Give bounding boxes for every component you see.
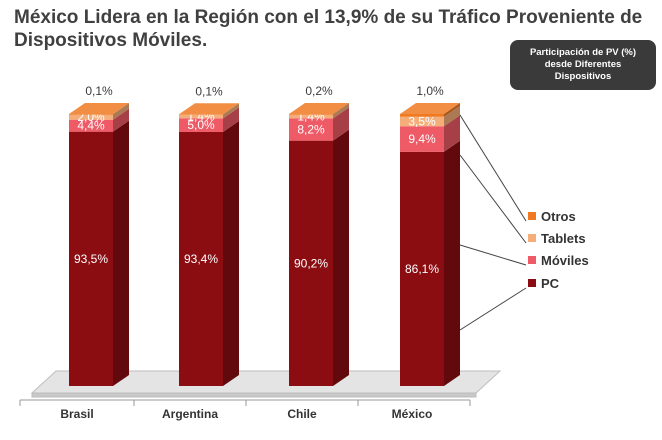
- bar-argentina-top: [179, 103, 239, 115]
- x-tick-label-brasil: Brasil: [60, 407, 93, 421]
- bar-chile-otros-side: [333, 103, 349, 115]
- legend-swatch-tablets: [528, 234, 536, 242]
- bar-chile-pc-label: 90,2%: [294, 256, 328, 270]
- bar-chile-otros-label: 0,2%: [305, 84, 333, 98]
- bar-brasil-pc-side: [113, 120, 129, 387]
- bar-brasil-tablets-side: [113, 103, 129, 120]
- bar-mexico-tablets-front: [400, 116, 444, 127]
- bar-chile-pc-side: [333, 129, 349, 386]
- bar-brasil-moviles-front: [69, 119, 113, 132]
- bar-brasil-pc-label: 93,5%: [74, 252, 108, 266]
- x-tick-label-argentina: Argentina: [162, 407, 218, 421]
- bar-mexico-pc-front: [400, 151, 444, 386]
- legend-leader-line-1: [459, 154, 527, 244]
- bar-chile-otros-front: [289, 114, 333, 115]
- bar-brasil-pc-front: [69, 131, 113, 386]
- bar-argentina-otros-label: 0,1%: [195, 84, 223, 98]
- legend-swatch-otros: [528, 212, 536, 220]
- bar-brasil-moviles-label: 4,4%: [77, 119, 105, 133]
- bar-chile-pc-front: [289, 140, 333, 386]
- bar-mexico-moviles-front: [400, 126, 444, 152]
- bar-chile-moviles-label: 8,2%: [297, 123, 325, 137]
- bar-brasil-otros-front: [69, 114, 113, 115]
- bar-mexico-tablets-side: [444, 105, 460, 127]
- bar-argentina-moviles-front: [179, 118, 223, 132]
- bar-mexico-moviles-label: 9,4%: [408, 132, 436, 146]
- bar-mexico-otros-side: [444, 103, 460, 117]
- bar-argentina-tablets-front: [179, 114, 223, 119]
- bar-argentina-pc-label: 93,4%: [184, 252, 218, 266]
- legend-leader-line-2: [459, 244, 527, 266]
- x-tick-label-chile: Chile: [287, 407, 317, 421]
- bar-brasil-otros-label: 0,1%: [85, 84, 113, 98]
- bar-brasil-tablets-front: [69, 114, 113, 120]
- page-title: México Lidera en la Región con el 13,9% …: [14, 7, 643, 51]
- bar-argentina-otros-side: [223, 103, 239, 115]
- bar-brasil-moviles-side: [113, 108, 129, 132]
- legend-label-tablets: Tablets: [541, 231, 586, 246]
- bar-chile-top: [289, 103, 349, 114]
- x-tick-label-mexico: México: [392, 407, 433, 421]
- bar-mexico-otros-front: [400, 114, 444, 117]
- bar-mexico-otros-label: 1,0%: [416, 84, 444, 98]
- bar-chile-moviles-front: [289, 118, 333, 141]
- legend-label-otros: Otros: [541, 209, 576, 224]
- bar-argentina-moviles-side: [223, 107, 239, 132]
- bar-argentina-pc-front: [179, 131, 223, 386]
- legend-swatch-moviles: [528, 256, 536, 264]
- bar-chile-moviles-side: [333, 107, 349, 141]
- bar-argentina-pc-side: [223, 120, 239, 387]
- bar-mexico-pc-label: 86,1%: [405, 262, 439, 276]
- chart-callout-box: Participación de PV (%) desde Diferentes…: [510, 40, 656, 90]
- bar-chile-tablets-front: [289, 114, 333, 119]
- legend-leader-line-0: [459, 114, 527, 222]
- bar-mexico-pc-side: [444, 140, 460, 386]
- chart-floor-edge: [31, 392, 477, 398]
- bar-chile-tablets-side: [333, 103, 349, 119]
- bar-brasil-otros-side: [113, 103, 129, 115]
- bar-mexico-moviles-side: [444, 115, 460, 152]
- bar-argentina-otros-front: [179, 114, 223, 115]
- bar-brasil-top: [69, 103, 129, 114]
- legend-leader-line-3: [459, 287, 527, 331]
- bar-mexico-top: [400, 103, 460, 114]
- legend-label-pc: PC: [541, 276, 560, 291]
- bar-argentina-moviles-label: 5,0%: [187, 118, 215, 132]
- legend-label-moviles: Móviles: [541, 253, 589, 268]
- bar-argentina-tablets-side: [223, 103, 239, 119]
- legend-swatch-pc: [528, 279, 536, 287]
- bar-mexico-tablets-label: 3,5%: [408, 114, 436, 128]
